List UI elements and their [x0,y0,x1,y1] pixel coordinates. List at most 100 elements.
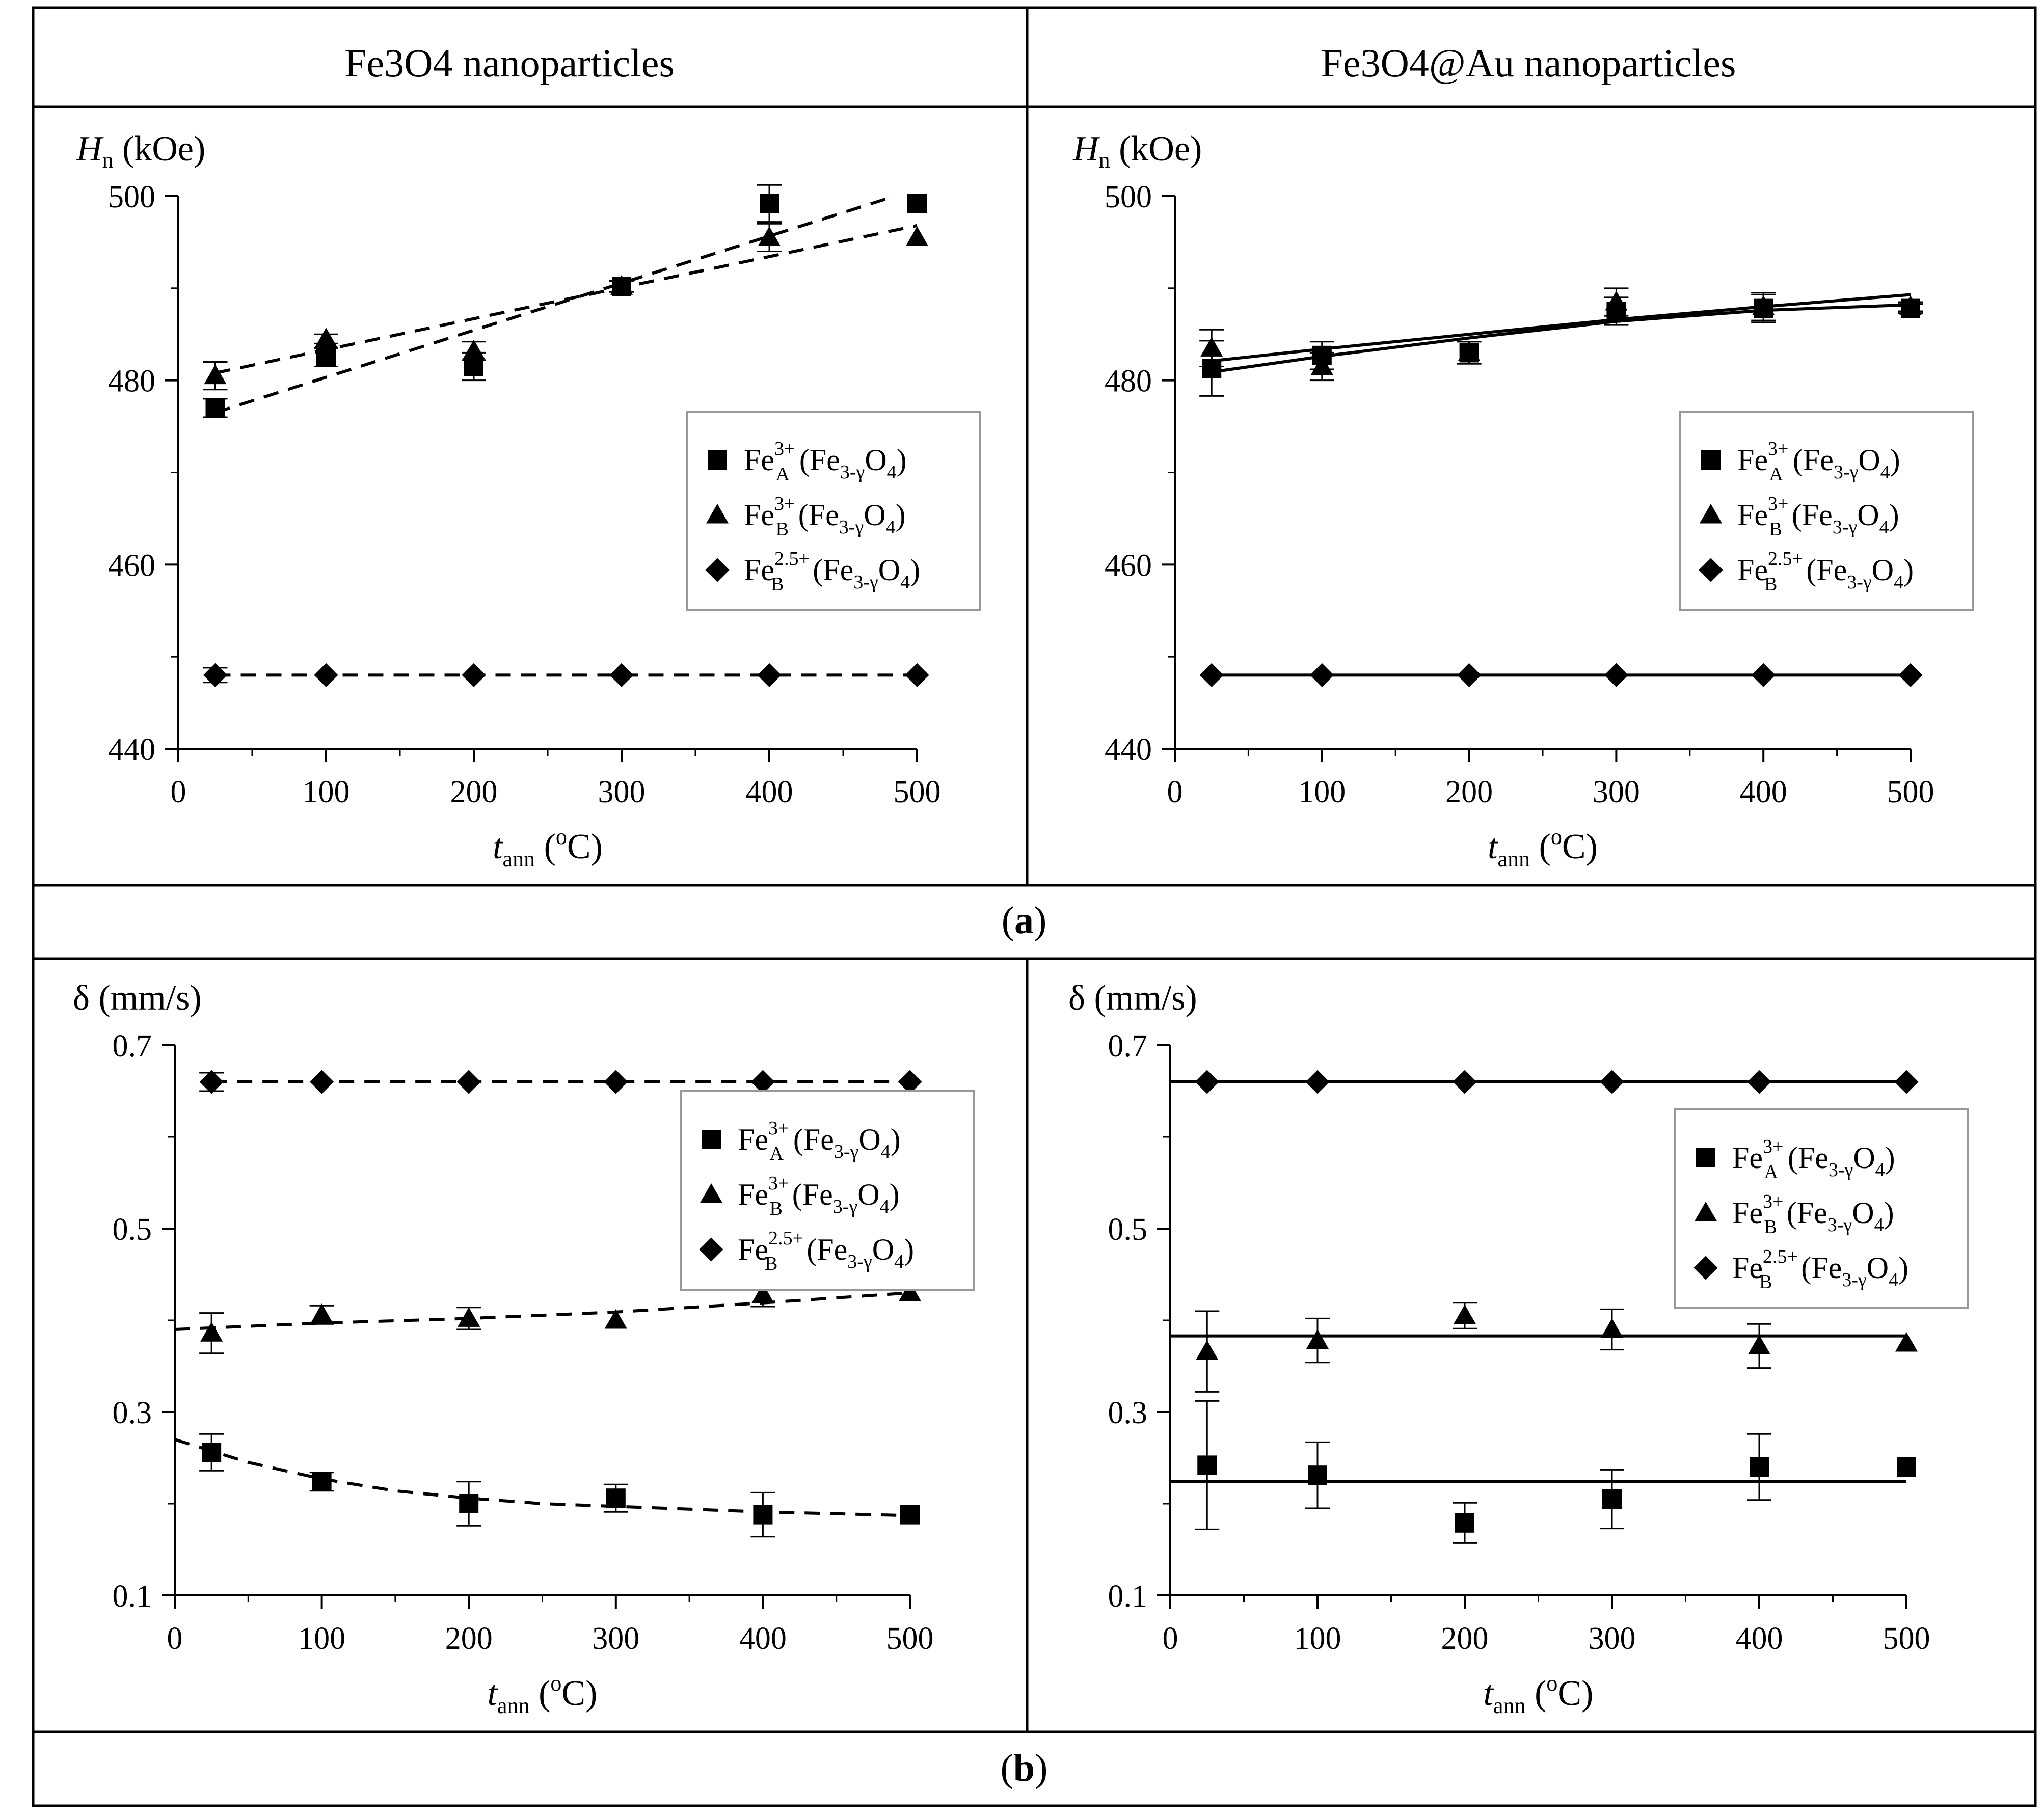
legend-label-index: 3-γ [1847,572,1871,593]
fit-line [214,224,918,375]
y-axis-label: δ (mm/s) [1068,979,1197,1018]
legend-label-open: (Fe [813,553,853,587]
fit-line [1211,303,1911,374]
legend-label-superscript: 3+ [1768,493,1788,514]
data-point-diamond [1199,663,1224,687]
data-point-diamond [898,1070,922,1094]
legend-label-element: Fe [1737,498,1768,532]
legend-label-oxygen: O [1867,1251,1889,1285]
legend-label-oxygen-count: 4 [1875,1159,1885,1181]
legend-label: Fe3+ B (Fe3-γO4) [1732,1191,1894,1238]
legend-label-oxygen-count: 4 [1894,572,1903,593]
x-axis-label-unit: C) [1562,827,1598,866]
y-axis-label-unit: (kOe) [1110,129,1202,169]
legend-label-superscript: 2.5+ [774,548,810,569]
x-axis-label-open: ( [1530,827,1551,866]
legend-label-subscript: A [775,464,790,485]
legend-label-index: 3-γ [839,517,864,538]
x-axis-label-symbol: t [493,827,503,866]
legend-label-index: 3-γ [840,461,865,483]
data-point-square [312,1472,332,1491]
data-point-triangle [1752,295,1775,315]
legend-label-oxygen: O [865,443,886,477]
chart-b-right: 0.1 0.3 0.5 0.7 0 100 200 300 400 500 δ (mm/s) tann… [1068,979,1969,1718]
data-point-triangle [610,275,633,295]
y-axis-label-subscript: n [1099,148,1110,173]
x-tick-label: 200 [1441,1621,1489,1656]
x-axis-label: tann (oC) [488,1671,598,1718]
legend-label-element: Fe [1737,443,1768,477]
legend-label-element: Fe [738,1123,768,1156]
data-point-triangle [1453,1304,1476,1324]
legend-label-subscript: B [765,1253,777,1274]
legend-label-oxygen: O [878,553,900,587]
x-axis-label-open: ( [1526,1674,1547,1713]
x-tick-label: 400 [739,1621,787,1656]
legend-label: Fe3+ B (Fe3-γO4) [744,493,906,540]
data-point-diamond [1305,1070,1330,1094]
panel-label-a: (a) [1002,899,1047,942]
x-tick-label: 300 [1589,1621,1636,1656]
x-tick-label: 500 [1883,1621,1930,1656]
legend-label-superscript: 3+ [1768,438,1788,459]
y-axis-label-unit: (kOe) [114,129,206,169]
legend-label-superscript: 2.5+ [768,1228,803,1249]
data-point-diamond [609,663,634,687]
data-point-diamond [1604,663,1628,687]
legend-marker-diamond [699,1237,723,1262]
legend-label-element: Fe [738,1233,768,1266]
legend-label-superscript: 2.5+ [1763,1246,1798,1267]
data-point-diamond [1310,663,1334,687]
legend-label-oxygen-count: 4 [894,1251,904,1272]
legend-label-index: 3-γ [853,572,878,593]
legend-marker-square [702,1130,721,1149]
data-point-square [202,1443,222,1462]
data-point-square [316,347,336,367]
data-point-diamond [310,1070,334,1094]
y-tick-label: 460 [1105,548,1152,583]
legend-label-index: 3-γ [833,1196,857,1217]
legend-label-superscript: 3+ [1763,1191,1783,1212]
x-axis-label-open: ( [535,827,556,866]
data-point-square [907,194,927,213]
legend-label: Fe3+ B (Fe3-γO4) [1737,493,1899,540]
y-tick-label: 440 [108,732,155,767]
outer-border [32,6,2037,1807]
data-point-triangle [1605,290,1628,311]
data-point-square [1897,1457,1916,1477]
y-axis-label-symbol: H [76,129,104,169]
legend-label-superscript: 3+ [774,493,795,514]
legend-label-close: ) [904,1233,914,1266]
data-point-diamond [1898,663,1923,687]
y-axis-label: Hn (kOe) [76,129,205,173]
x-axis-label-degree: o [1551,824,1562,849]
legend-label-subscript: B [769,1198,782,1219]
legend-label-element: Fe [744,498,774,532]
x-axis-label-unit: C) [1557,1674,1593,1713]
data-point-diamond [1195,1070,1219,1094]
data-point-square [606,1488,626,1508]
legend-marker-triangle [700,1183,723,1203]
legend-label-oxygen: O [1853,1141,1875,1175]
x-axis-label-symbol: t [1484,1674,1494,1713]
legend-marker-triangle [1699,503,1723,524]
data-point-diamond [750,1070,775,1094]
data-point-diamond [1751,663,1776,687]
legend-label: Fe2.5+ B (Fe3-γO4) [744,548,920,595]
legend-label-open: (Fe [1806,553,1847,587]
data-point-square [205,398,225,418]
legend-label-open: (Fe [1801,1251,1842,1285]
legend-label-index: 3-γ [1834,461,1858,483]
data-point-triangle [758,226,781,246]
panel-label-a-letter: a [1014,899,1034,942]
legend-label-oxygen-count: 4 [881,1141,891,1162]
legend-label: Fe3+ B (Fe3-γO4) [738,1173,900,1219]
y-tick-label: 0.5 [113,1212,152,1247]
data-point-square [900,1505,920,1525]
data-point-triangle [905,226,929,246]
legend-label-open: (Fe [1787,1196,1827,1230]
legend-label-index: 3-γ [847,1251,872,1272]
legend-label-oxygen-count: 4 [1879,517,1889,538]
